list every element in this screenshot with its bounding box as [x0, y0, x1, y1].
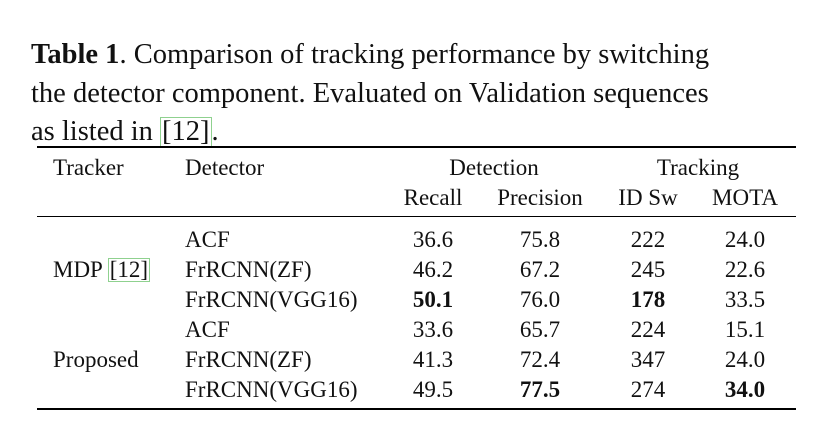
precision-cell: 75.8 — [519, 227, 561, 252]
recall-cell: 33.6 — [412, 317, 454, 342]
header-detector: Detector — [185, 155, 265, 180]
precision-cell: 67.2 — [519, 257, 561, 282]
detector-cell: FrRCNN(ZF) — [185, 347, 312, 372]
citation-link[interactable]: [12] — [107, 257, 151, 282]
mota-cell: 33.5 — [724, 287, 766, 312]
idsw-cell: 347 — [630, 347, 666, 372]
mota-cell: 15.1 — [724, 317, 766, 342]
detector-cell: ACF — [185, 317, 230, 342]
mota-cell: 22.6 — [724, 257, 766, 282]
table-bottom-rule — [37, 408, 796, 410]
caption-line-1: Table 1. Comparison of tracking performa… — [31, 36, 801, 75]
table-header-rule — [37, 216, 796, 217]
idsw-cell: 245 — [630, 257, 666, 282]
header-id-sw: ID Sw — [618, 185, 678, 210]
recall-cell: 46.2 — [412, 257, 454, 282]
mota-cell: 24.0 — [724, 227, 766, 252]
caption-text-3: as listed in — [31, 116, 161, 147]
header-tracker: Tracker — [53, 155, 124, 180]
precision-cell: 76.0 — [519, 287, 561, 312]
idsw-cell-best: 178 — [630, 287, 666, 312]
caption-period: . — [211, 116, 219, 147]
mota-cell-best: 34.0 — [724, 377, 766, 402]
table-top-rule — [37, 146, 796, 148]
header-tracking: Tracking — [656, 155, 740, 180]
idsw-cell: 224 — [630, 317, 666, 342]
caption-line-2: the detector component. Evaluated on Val… — [31, 77, 709, 109]
recall-cell: 36.6 — [412, 227, 454, 252]
table-caption: Table 1. Comparison of tracking performa… — [31, 36, 801, 152]
tracker-mdp: MDP [12] — [53, 257, 151, 283]
detector-cell: ACF — [185, 227, 230, 252]
caption-label: Table 1 — [31, 39, 120, 70]
header-mota: MOTA — [712, 185, 778, 210]
detector-cell: FrRCNN(VGG16) — [185, 287, 358, 312]
recall-cell-best: 50.1 — [412, 287, 454, 312]
precision-cell-best: 77.5 — [519, 377, 561, 402]
recall-cell: 49.5 — [412, 377, 454, 402]
tracker-mdp-label: MDP — [53, 257, 108, 282]
precision-cell: 72.4 — [519, 347, 561, 372]
header-precision: Precision — [497, 185, 583, 210]
citation-link[interactable]: [12] — [160, 116, 212, 147]
mota-cell: 24.0 — [724, 347, 766, 372]
idsw-cell: 222 — [630, 227, 666, 252]
tracker-proposed: Proposed — [53, 347, 139, 372]
idsw-cell: 274 — [630, 377, 666, 402]
header-recall: Recall — [403, 185, 463, 210]
detector-cell: FrRCNN(VGG16) — [185, 377, 358, 402]
recall-cell: 41.3 — [412, 347, 454, 372]
caption-text-1: . Comparison of tracking performance by … — [119, 39, 710, 70]
precision-cell: 65.7 — [519, 317, 561, 342]
detector-cell: FrRCNN(ZF) — [185, 257, 312, 282]
header-detection: Detection — [449, 155, 539, 180]
caption-line-3: as listed in [12]. — [31, 113, 801, 152]
